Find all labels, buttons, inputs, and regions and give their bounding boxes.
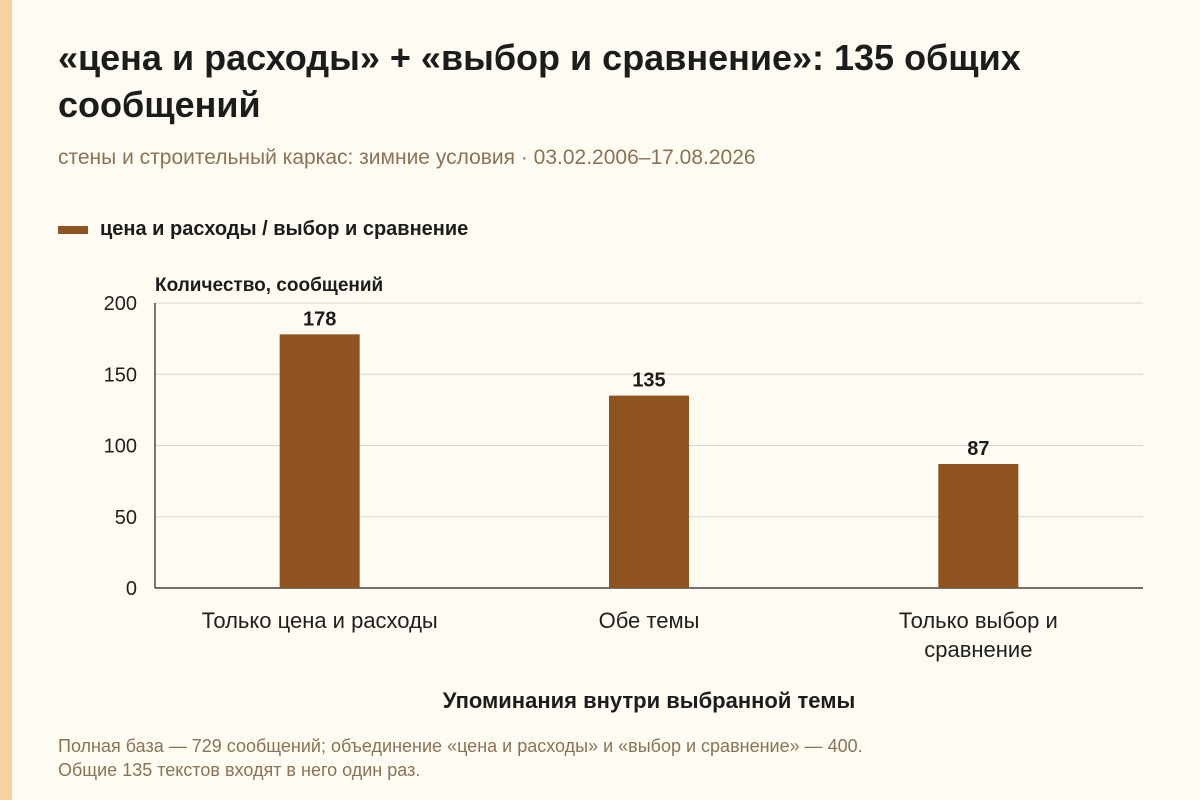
y-tick-label: 100 bbox=[104, 436, 137, 458]
page-subtitle: стены и строительный каркас: зимние усло… bbox=[58, 146, 756, 169]
data-label: 178 bbox=[303, 308, 336, 330]
left-accent-stripe bbox=[0, 0, 12, 800]
x-tick-label: Только цена и расходы bbox=[202, 608, 438, 633]
chart-legend: цена и расходы / выбор и сравнение bbox=[58, 218, 468, 241]
bar bbox=[279, 334, 360, 588]
bar bbox=[609, 395, 689, 588]
data-label: 87 bbox=[967, 438, 989, 460]
footnote-line-1: Полная база — 729 сообщений; объединение… bbox=[58, 736, 863, 756]
x-tick-label: сравнение bbox=[924, 637, 1032, 662]
bar-chart: 0 50 100 150 200 Количество, сообщений 178 Толь… bbox=[104, 275, 1143, 713]
bar bbox=[938, 464, 1019, 588]
y-tick-label: 0 bbox=[126, 578, 137, 600]
x-tick-label: Только выбор и bbox=[899, 608, 1058, 633]
y-tick-label: 200 bbox=[104, 293, 137, 315]
footnote: Полная база — 729 сообщений; объединение… bbox=[58, 734, 1158, 782]
data-label: 135 bbox=[632, 370, 665, 392]
footnote-line-2: Общие 135 текстов входят в него один раз… bbox=[58, 760, 421, 780]
y-tick-label: 50 bbox=[115, 507, 137, 529]
legend-label: цена и расходы / выбор и сравнение bbox=[100, 218, 469, 240]
x-tick-label: Обе темы bbox=[599, 608, 700, 633]
legend-swatch bbox=[58, 225, 88, 234]
y-axis-label: Количество, сообщений bbox=[155, 275, 383, 296]
page-title: «цена и расходы» + «выбор и сравнение»: … bbox=[58, 37, 1021, 125]
y-tick-label: 150 bbox=[104, 364, 137, 386]
x-axis-label: Упоминания внутри выбранной темы bbox=[443, 688, 856, 713]
